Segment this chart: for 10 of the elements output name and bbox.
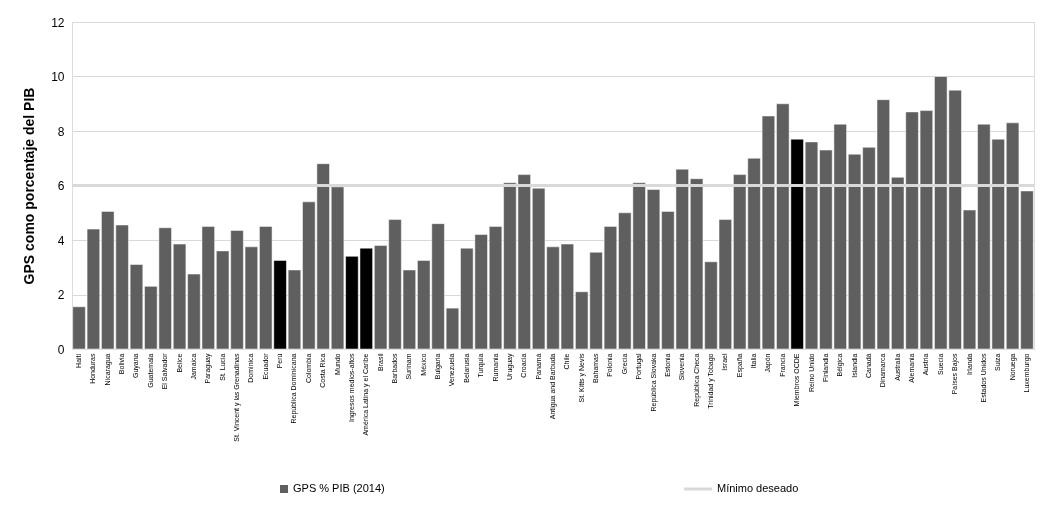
y-tick-label: 12	[51, 15, 65, 30]
legend-label: Mínimo deseado	[717, 482, 799, 494]
y-tick-label: 4	[57, 233, 65, 248]
y-tick-label: 0	[57, 342, 65, 357]
y-tick-label: 8	[57, 124, 65, 139]
y-tick-label: 10	[51, 70, 65, 84]
legend-label: GPS % PIB (2014)	[293, 482, 385, 494]
y-tick-label: 2	[57, 288, 65, 302]
y-tick-label: 6	[57, 179, 65, 193]
y-axis-title: GPS como porcentaje del PIB	[21, 87, 38, 285]
